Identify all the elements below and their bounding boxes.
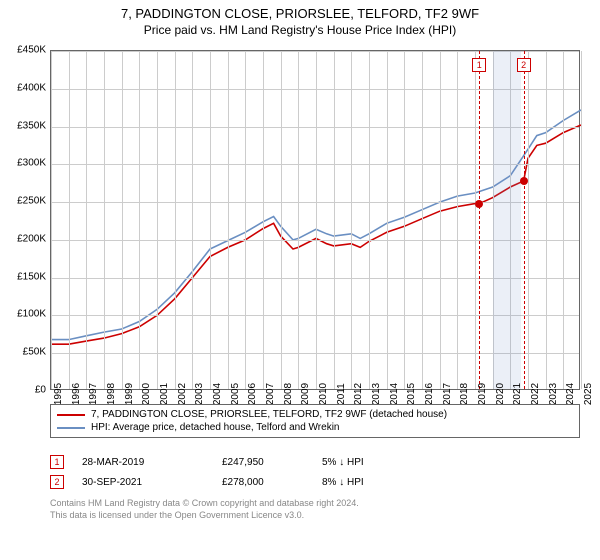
x-axis-label: 2019 <box>477 383 488 405</box>
x-axis-label: 2002 <box>177 383 188 405</box>
x-axis-label: 2021 <box>512 383 523 405</box>
x-axis-label: 2009 <box>300 383 311 405</box>
legend-item: HPI: Average price, detached house, Telf… <box>57 421 573 434</box>
footer-pct: 8% HPI <box>322 477 442 488</box>
x-axis-label: 2000 <box>141 383 152 405</box>
x-axis-label: 1999 <box>124 383 135 405</box>
x-axis-label: 2017 <box>442 383 453 405</box>
marker-box: 2 <box>517 58 531 72</box>
marker-vline <box>479 51 480 389</box>
x-axis-label: 2006 <box>247 383 258 405</box>
x-axis-label: 1997 <box>88 383 99 405</box>
chart-area: 12 £0£50K£100K£150K£200K£250K£300K£350K£… <box>50 50 580 390</box>
marker-box: 2 <box>50 475 64 489</box>
footer-row: 1 28-MAR-2019 £247,950 5% HPI <box>50 452 580 472</box>
y-axis-label: £300K <box>17 158 46 169</box>
legend: 7, PADDINGTON CLOSE, PRIORSLEE, TELFORD,… <box>50 404 580 438</box>
x-axis-label: 2008 <box>283 383 294 405</box>
y-axis-label: £250K <box>17 196 46 207</box>
chart-title: 7, PADDINGTON CLOSE, PRIORSLEE, TELFORD,… <box>0 0 600 21</box>
marker-box: 1 <box>50 455 64 469</box>
marker-dot <box>475 200 483 208</box>
y-axis-label: £100K <box>17 309 46 320</box>
legend-label: 7, PADDINGTON CLOSE, PRIORSLEE, TELFORD,… <box>91 409 447 420</box>
down-arrow-icon <box>339 457 344 468</box>
x-axis-label: 2015 <box>406 383 417 405</box>
x-axis-label: 2011 <box>336 383 347 405</box>
y-axis-label: £0 <box>35 385 46 396</box>
plot: 12 <box>50 50 580 390</box>
highlight-band <box>493 51 521 389</box>
x-axis-label: 2014 <box>389 383 400 405</box>
credits: Contains HM Land Registry data © Crown c… <box>50 498 580 521</box>
credit-line: This data is licensed under the Open Gov… <box>50 510 580 522</box>
x-axis-label: 2018 <box>459 383 470 405</box>
chart-subtitle: Price paid vs. HM Land Registry's House … <box>0 21 600 37</box>
x-axis-label: 2010 <box>318 383 329 405</box>
down-arrow-icon <box>339 477 344 488</box>
x-axis-label: 1995 <box>53 383 64 405</box>
footer-price: £278,000 <box>222 477 322 488</box>
marker-box: 1 <box>472 58 486 72</box>
legend-label: HPI: Average price, detached house, Telf… <box>91 422 340 433</box>
legend-item: 7, PADDINGTON CLOSE, PRIORSLEE, TELFORD,… <box>57 408 573 421</box>
y-axis-label: £150K <box>17 271 46 282</box>
credit-line: Contains HM Land Registry data © Crown c… <box>50 498 580 510</box>
x-axis-label: 2012 <box>353 383 364 405</box>
x-axis-label: 2024 <box>565 383 576 405</box>
y-axis-label: £200K <box>17 233 46 244</box>
x-axis-label: 2025 <box>583 383 594 405</box>
y-axis-label: £450K <box>17 45 46 56</box>
footer-pct: 5% HPI <box>322 457 442 468</box>
marker-dot <box>520 177 528 185</box>
y-axis-label: £350K <box>17 120 46 131</box>
x-axis-label: 2004 <box>212 383 223 405</box>
legend-swatch <box>57 414 85 416</box>
x-axis-label: 2013 <box>371 383 382 405</box>
y-axis-label: £400K <box>17 82 46 93</box>
x-axis-label: 1998 <box>106 383 117 405</box>
footer-row: 2 30-SEP-2021 £278,000 8% HPI <box>50 472 580 492</box>
chart-container: 7, PADDINGTON CLOSE, PRIORSLEE, TELFORD,… <box>0 0 600 560</box>
x-axis-label: 2016 <box>424 383 435 405</box>
x-axis-label: 2003 <box>194 383 205 405</box>
x-axis-label: 2020 <box>495 383 506 405</box>
x-axis-label: 2023 <box>548 383 559 405</box>
footer-date: 28-MAR-2019 <box>82 457 222 468</box>
x-axis-label: 1996 <box>71 383 82 405</box>
marker-vline <box>524 51 525 389</box>
y-axis-label: £50K <box>23 347 46 358</box>
footer-rows: 1 28-MAR-2019 £247,950 5% HPI 2 30-SEP-2… <box>50 452 580 492</box>
footer-date: 30-SEP-2021 <box>82 477 222 488</box>
footer-price: £247,950 <box>222 457 322 468</box>
x-axis-label: 2005 <box>230 383 241 405</box>
x-axis-label: 2001 <box>159 383 170 405</box>
x-axis-label: 2007 <box>265 383 276 405</box>
legend-swatch <box>57 427 85 429</box>
x-axis-label: 2022 <box>530 383 541 405</box>
